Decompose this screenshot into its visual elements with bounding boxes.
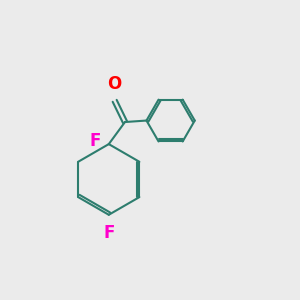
Text: F: F: [103, 224, 115, 242]
Text: F: F: [89, 132, 100, 150]
Text: O: O: [107, 76, 122, 94]
